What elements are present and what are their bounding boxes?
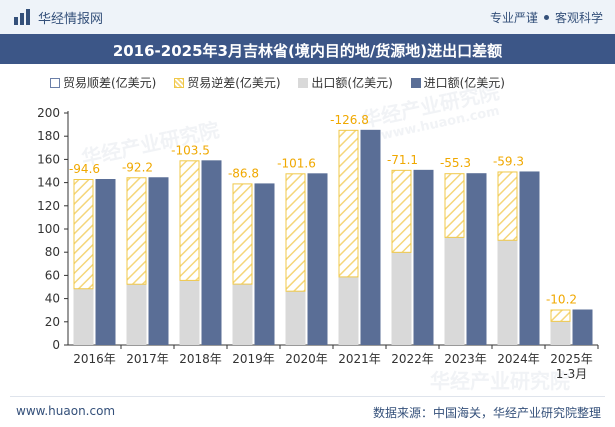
legend-item-import: 进口额(亿美元) — [410, 74, 505, 91]
x-tick-label: 2024年 — [497, 352, 540, 366]
footer-website: www.huaon.com — [16, 404, 116, 418]
y-tick-label: 0 — [52, 338, 60, 352]
x-tick-label: 2025年 — [550, 352, 593, 366]
x-tick-label: 2016年 — [73, 352, 116, 366]
deficit-data-label: -10.2 — [546, 293, 577, 307]
import-bar — [519, 171, 540, 345]
deficit-bar — [497, 171, 518, 241]
y-tick-label: 80 — [45, 245, 60, 259]
chart-legend: 贸易顺差(亿美元) 贸易逆差(亿美元) 出口额(亿美元) 进口额(亿美元) — [50, 74, 519, 91]
export-bar — [232, 284, 253, 345]
deficit-bar — [338, 129, 359, 278]
y-tick-label: 40 — [45, 292, 60, 306]
x-tick-label: 2021年 — [338, 352, 381, 366]
legend-label-deficit: 贸易逆差(亿美元) — [187, 76, 281, 90]
import-bar — [148, 177, 169, 345]
title-bar — [0, 34, 615, 64]
legend-label-import: 进口额(亿美元) — [423, 76, 505, 90]
y-tick-label: 180 — [37, 129, 60, 143]
import-bar — [201, 160, 222, 345]
deficit-bar — [391, 169, 412, 253]
tagline: 专业严谨 客观科学 — [490, 9, 603, 26]
deficit-bar — [232, 183, 253, 285]
export-bar — [285, 291, 306, 345]
y-tick-label: 140 — [37, 176, 60, 190]
x-tick-label: 2018年 — [179, 352, 222, 366]
axis-layer: 0 20 40 60 80 100 120 140 160 180 200 2016年 2017年 201… — [37, 106, 599, 381]
legend-label-surplus: 贸易顺差(亿美元) — [63, 76, 157, 90]
deficit-bar — [285, 173, 306, 292]
labels-layer: -94.6 -92.2 -103.5 -86.8 -101.6 -126.8 -71.1 -5… — [69, 113, 577, 307]
separator-dot-icon — [543, 15, 549, 20]
deficit-data-label: -103.5 — [171, 143, 210, 157]
legend-label-export: 出口额(亿美元) — [311, 76, 393, 90]
export-bar — [179, 280, 200, 345]
deficit-data-label: -55.3 — [440, 156, 471, 170]
import-bar — [466, 173, 487, 345]
export-bar — [391, 252, 412, 345]
y-tick-label: 100 — [37, 222, 60, 236]
x-tick-sublabel: 1-3月 — [556, 367, 588, 381]
x-tick-label: 2023年 — [444, 352, 487, 366]
import-bar — [413, 169, 434, 345]
import-bar — [95, 179, 116, 345]
deficit-data-label: -71.1 — [387, 153, 418, 167]
footer-divider — [10, 396, 605, 397]
legend-swatch-export — [298, 78, 309, 88]
legend-item-surplus: 贸易顺差(亿美元) — [50, 74, 156, 91]
export-bar — [73, 288, 94, 345]
import-bar — [254, 183, 275, 345]
y-tick-label: 20 — [45, 315, 60, 329]
deficit-bar — [444, 173, 465, 238]
export-bar — [550, 321, 571, 345]
bars-layer — [73, 129, 593, 345]
export-bar — [497, 240, 518, 345]
legend-swatch-deficit — [174, 78, 185, 88]
deficit-data-label: -101.6 — [277, 156, 316, 170]
deficit-data-label: -94.6 — [69, 162, 100, 176]
deficit-bar — [179, 160, 200, 281]
import-bar — [360, 129, 381, 345]
legend-swatch-import — [410, 78, 421, 88]
x-tick-label: 2022年 — [391, 352, 434, 366]
deficit-bar — [126, 177, 147, 285]
tagline-objective: 客观科学 — [554, 11, 603, 25]
export-bar — [338, 276, 359, 345]
brand-logo-icon — [14, 9, 30, 25]
legend-item-export: 出口额(亿美元) — [298, 74, 393, 91]
x-tick-label: 2019年 — [232, 352, 275, 366]
legend-item-deficit: 贸易逆差(亿美元) — [174, 74, 281, 91]
x-tick-label: 2020年 — [285, 352, 328, 366]
deficit-data-label: -92.2 — [122, 160, 153, 174]
y-tick-label: 160 — [37, 152, 60, 166]
deficit-data-label: -59.3 — [493, 154, 524, 168]
deficit-bar — [73, 179, 94, 290]
deficit-data-label: -126.8 — [330, 113, 369, 127]
export-bar — [126, 284, 147, 345]
footer-source: 数据来源：中国海关，华经产业研究院整理 — [372, 406, 601, 420]
tagline-professional: 专业严谨 — [489, 11, 538, 25]
x-tick-label: 2017年 — [126, 352, 169, 366]
chart-title: 2016-2025年3月吉林省(境内目的地/货源地)进出口差额 — [112, 42, 503, 60]
y-tick-label: 60 — [45, 268, 60, 282]
y-tick-label: 120 — [37, 199, 60, 213]
import-bar — [572, 309, 593, 345]
y-tick-label: 200 — [37, 106, 60, 120]
import-bar — [307, 173, 328, 345]
deficit-data-label: -86.8 — [228, 166, 259, 180]
legend-swatch-surplus — [50, 78, 60, 88]
brand-name: 华经情报网 — [38, 12, 104, 27]
export-bar — [444, 237, 465, 345]
deficit-bar — [550, 309, 571, 322]
